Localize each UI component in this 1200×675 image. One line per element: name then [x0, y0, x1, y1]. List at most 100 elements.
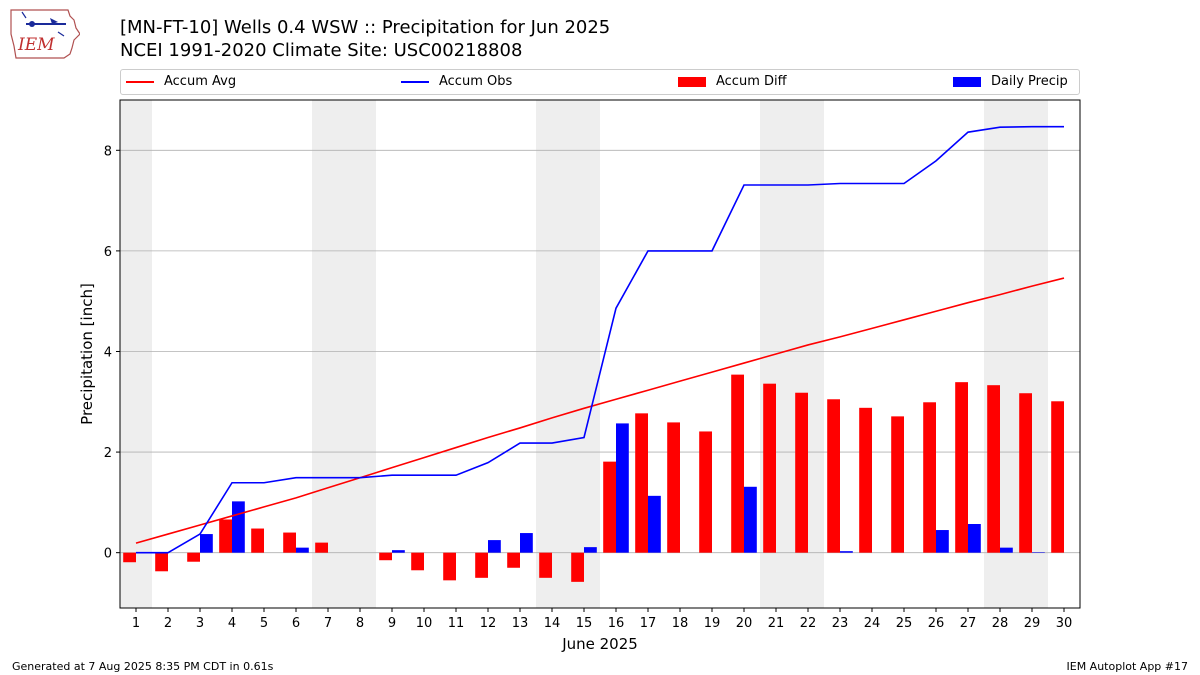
bar-accum-diff: [123, 552, 136, 563]
bar-accum-diff: [571, 552, 584, 582]
bar-daily-precip: [584, 547, 597, 553]
legend-label-daily-precip: Daily Precip: [991, 74, 1068, 89]
bar-accum-diff: [507, 552, 520, 568]
x-tick-label: 27: [960, 616, 977, 631]
x-tick-label: 6: [292, 616, 300, 631]
legend-item-accum-obs: Accum Obs: [401, 74, 512, 89]
legend-swatch-accum-diff: [678, 76, 706, 87]
legend-label-accum-avg: Accum Avg: [164, 74, 237, 89]
x-tick-label: 20: [736, 616, 753, 631]
y-tick-label: 2: [104, 446, 112, 461]
grid-lines: [120, 149, 1080, 554]
legend-item-accum-diff: Accum Diff: [678, 74, 787, 89]
weekend-band: [120, 100, 152, 608]
bar-daily-precip: [936, 530, 949, 553]
legend-label-accum-obs: Accum Obs: [439, 74, 513, 89]
x-tick-label: 16: [608, 616, 625, 631]
bar-accum-diff: [475, 552, 488, 578]
chart-title: [MN-FT-10] Wells 0.4 WSW :: Precipitatio…: [120, 17, 611, 38]
bar-accum-diff: [699, 431, 712, 553]
legend-swatch-accum-obs: [401, 80, 429, 83]
x-tick-label: 18: [672, 616, 689, 631]
plot-frame: [119, 99, 1081, 609]
bar-accum-diff: [795, 392, 808, 553]
x-tick-label: 25: [896, 616, 913, 631]
bar-accum-diff: [859, 407, 872, 553]
x-tick-label: 12: [480, 616, 497, 631]
x-tick-label: 30: [1056, 616, 1073, 631]
bar-accum-diff: [315, 542, 328, 553]
footer-app: IEM Autoplot App #17: [1066, 660, 1189, 673]
bar-accum-diff: [763, 383, 776, 553]
bar-accum-diff: [731, 374, 744, 553]
bar-accum-diff: [891, 416, 904, 553]
bar-daily-precip: [968, 524, 981, 553]
bar-accum-diff: [187, 552, 200, 562]
x-tick-label: 13: [512, 616, 529, 631]
bar-daily-precip: [648, 495, 661, 553]
bar-accum-diff: [1019, 393, 1032, 553]
x-tick-label: 7: [324, 616, 332, 631]
x-tick-label: 10: [416, 616, 433, 631]
bar-accum-diff: [923, 402, 936, 553]
bar-accum-diff: [411, 552, 424, 571]
bar-accum-diff: [1051, 401, 1064, 553]
weekend-band: [312, 100, 376, 608]
x-tick-label: 23: [832, 616, 849, 631]
x-tick-label: 21: [768, 616, 785, 631]
bar-daily-precip: [392, 550, 405, 553]
legend-item-daily-precip: Daily Precip: [953, 74, 1068, 89]
x-tick-label: 3: [196, 616, 204, 631]
x-tick-label: 19: [704, 616, 721, 631]
chart-subtitle: NCEI 1991-2020 Climate Site: USC00218808: [120, 40, 523, 61]
x-tick-label: 26: [928, 616, 945, 631]
line-accum-avg: [135, 277, 1065, 544]
x-tick-label: 15: [576, 616, 593, 631]
lines: [135, 125, 1065, 554]
bar-accum-diff: [955, 382, 968, 553]
bar-daily-precip: [488, 540, 501, 553]
y-tick-label: 8: [104, 144, 112, 159]
bars: [123, 374, 1064, 582]
bar-accum-diff: [603, 461, 616, 553]
weekend-band: [536, 100, 600, 608]
bar-accum-diff: [539, 552, 552, 578]
bar-accum-diff: [379, 552, 392, 561]
line-accum-obs: [136, 125, 1064, 554]
x-tick-label: 8: [356, 616, 364, 631]
y-tick-label: 4: [104, 345, 112, 360]
x-tick-label: 1: [132, 616, 140, 631]
iem-logo: IEM: [10, 9, 80, 59]
bar-accum-diff: [443, 552, 456, 581]
x-axis-label: June 2025: [561, 635, 638, 653]
x-tick-label: 14: [544, 616, 561, 631]
bar-daily-precip: [744, 486, 757, 553]
x-tick-label: 29: [1024, 616, 1041, 631]
x-tick-label: 11: [448, 616, 465, 631]
legend-label-accum-diff: Accum Diff: [716, 74, 787, 89]
x-tick-label: 2: [164, 616, 172, 631]
bar-accum-diff: [635, 413, 648, 553]
x-tick-label: 9: [388, 616, 396, 631]
chart-legend: Accum Avg Accum Obs Accum Diff Daily Pre…: [120, 69, 1080, 95]
x-tick-label: 22: [800, 616, 817, 631]
bar-accum-diff: [667, 422, 680, 553]
y-tick-label: 6: [104, 245, 112, 260]
bar-accum-diff: [987, 385, 1000, 553]
bar-daily-precip: [616, 423, 629, 553]
bar-daily-precip: [1000, 547, 1013, 553]
bar-accum-diff: [827, 399, 840, 553]
bar-accum-diff: [251, 528, 264, 553]
bar-daily-precip: [232, 501, 245, 553]
bar-daily-precip: [1032, 552, 1045, 553]
bar-daily-precip: [520, 533, 533, 553]
y-axis-label: Precipitation [inch]: [78, 283, 96, 425]
x-tick-label: 24: [864, 616, 881, 631]
bar-accum-diff: [155, 552, 168, 572]
bar-daily-precip: [296, 547, 309, 553]
x-tick-label: 4: [228, 616, 236, 631]
bar-daily-precip: [840, 551, 853, 553]
bar-accum-diff: [219, 519, 232, 553]
